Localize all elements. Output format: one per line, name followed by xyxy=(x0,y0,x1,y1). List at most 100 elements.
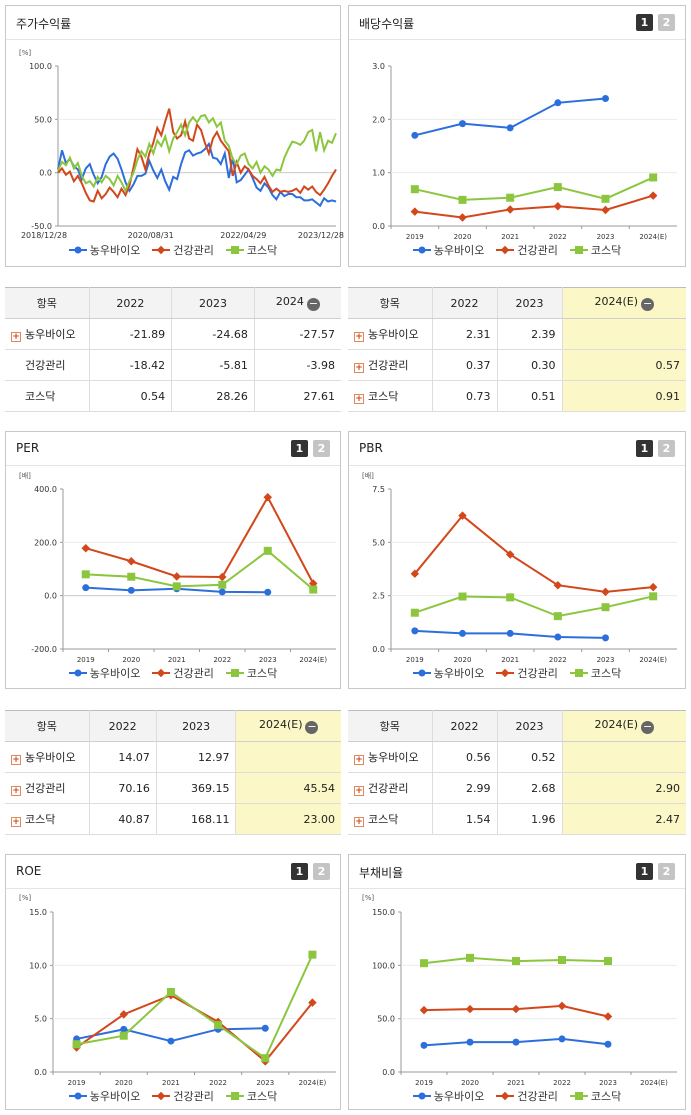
legend-marker xyxy=(74,246,82,254)
data-point xyxy=(308,950,317,959)
legend-label: 농우바이오 xyxy=(433,667,485,680)
tab-2-button[interactable]: 2 xyxy=(658,440,675,457)
data-point xyxy=(601,603,610,612)
data-point xyxy=(557,1001,567,1011)
divider xyxy=(349,888,685,889)
expand-row-icon[interactable]: + xyxy=(11,755,21,765)
unit-label: [%] xyxy=(19,49,32,57)
data-point xyxy=(512,957,520,966)
collapse-column-button[interactable]: − xyxy=(305,720,319,734)
tab-2-button[interactable]: 2 xyxy=(658,863,675,880)
header-cell: 2023 xyxy=(171,287,255,319)
tab-1-button[interactable]: 1 xyxy=(636,863,653,880)
table-cell: 23.00 xyxy=(235,803,341,835)
data-point xyxy=(601,194,610,203)
row-label: + 코스닥 xyxy=(348,380,433,412)
expand-row-icon[interactable]: + xyxy=(11,332,21,342)
chart-legend: 농우바이오 건강관리 코스닥 xyxy=(349,665,685,681)
legend-swatch xyxy=(412,246,431,254)
expand-row-icon[interactable]: + xyxy=(354,755,364,765)
chart-legend: 농우바이오 건강관리 코스닥 xyxy=(6,1088,340,1104)
data-point xyxy=(308,998,317,1007)
x-tick-label: 2023 xyxy=(256,1079,274,1087)
legend-marker xyxy=(230,1092,239,1100)
x-tick-label: 2019 xyxy=(77,656,95,664)
dividend-title: 배당수익률 xyxy=(359,17,415,31)
tab-1-button[interactable]: 1 xyxy=(291,440,308,457)
expand-row-icon[interactable]: + xyxy=(11,786,21,796)
table-row: + 농우바이오 -21.89 -24.68 -27.57 xyxy=(5,318,341,350)
collapse-column-button[interactable]: − xyxy=(306,297,320,311)
data-point xyxy=(604,957,612,966)
data-point xyxy=(603,1012,613,1021)
expand-row-icon[interactable]: + xyxy=(354,786,364,796)
row-label: 건강관리 xyxy=(5,349,90,381)
expand-row-icon[interactable]: + xyxy=(354,363,364,373)
y-tick-label: 200.0 xyxy=(34,538,57,547)
header-cell: 2023 xyxy=(156,710,237,742)
series-line-2 xyxy=(414,514,654,593)
expand-row-icon[interactable]: + xyxy=(354,817,364,827)
y-tick-label: 7.5 xyxy=(372,485,385,494)
data-point xyxy=(411,627,419,635)
data-point xyxy=(172,572,181,581)
table-row: + 건강관리 0.37 0.30 0.57 xyxy=(348,349,686,381)
header-cell: 2024− xyxy=(254,287,341,319)
data-point xyxy=(127,557,136,566)
table-cell: -21.89 xyxy=(89,318,173,350)
y-tick-label: 100.0 xyxy=(372,961,395,970)
y-tick-label: 5.0 xyxy=(34,1015,47,1024)
table-row: + 코스닥 1.54 1.96 2.47 xyxy=(348,803,686,835)
tab-2-button[interactable]: 2 xyxy=(658,14,675,31)
legend-item: 건강관리 xyxy=(152,1088,214,1104)
expand-row-icon[interactable]: + xyxy=(354,332,364,342)
x-tick-label: 2019 xyxy=(68,1079,86,1087)
x-tick-label: 2019 xyxy=(415,1079,433,1087)
tab-1-button[interactable]: 1 xyxy=(636,14,653,31)
legend-swatch xyxy=(68,246,87,254)
data-point xyxy=(459,120,466,128)
legend-marker xyxy=(74,1092,82,1100)
data-point xyxy=(127,572,136,581)
data-point xyxy=(166,988,175,996)
data-point xyxy=(82,584,90,592)
header-cell: 2024(E) − xyxy=(562,287,686,319)
per-table: 항목 2022 2023 2024(E) − + 농우바이오 14.07 12.97 + 건강관리 7… xyxy=(5,710,341,835)
legend-label: 코스닥 xyxy=(246,667,278,680)
header-cell: 2022 xyxy=(432,710,498,742)
expand-row-icon[interactable]: + xyxy=(11,817,21,827)
expand-row-icon[interactable]: + xyxy=(354,394,364,404)
table-cell: 2.31 xyxy=(432,318,498,350)
x-tick-label: 2022/04/29 xyxy=(220,231,266,240)
x-tick-label: 2022 xyxy=(549,656,567,664)
row-label: 코스닥 xyxy=(5,380,90,412)
dividend-table: 항목 2022 2023 2024(E) − + 농우바이오 2.31 2.39 + 건강관리 0.3… xyxy=(348,287,686,412)
data-point xyxy=(172,582,181,591)
data-point xyxy=(512,1038,520,1046)
data-point xyxy=(410,608,419,617)
legend-label: 건강관리 xyxy=(173,667,214,680)
chart-legend: 농우바이오 건강관리 코스닥 xyxy=(349,1088,685,1104)
legend-swatch xyxy=(496,668,515,678)
table-row: + 농우바이오 0.56 0.52 xyxy=(348,741,686,773)
tab-2-button[interactable]: 2 xyxy=(313,863,330,880)
table-cell: 2.99 xyxy=(432,772,498,804)
dividend-chart: 3.0 2.0 1.0 0.0 2019 2020 2021 2022 2023 2024(E) xyxy=(372,62,677,241)
tab-2-button[interactable]: 2 xyxy=(313,440,330,457)
legend-marker xyxy=(501,668,510,678)
series-line-3 xyxy=(76,954,314,1060)
collapse-column-button[interactable]: − xyxy=(641,720,655,734)
tab-1-button[interactable]: 1 xyxy=(291,863,308,880)
row-label: + 건강관리 xyxy=(348,772,433,804)
data-point xyxy=(602,634,609,642)
header-cell: 항목 xyxy=(348,710,433,742)
collapse-column-button[interactable]: − xyxy=(641,297,655,311)
y-tick-label: 0.0 xyxy=(44,592,57,601)
tab-1-button[interactable]: 1 xyxy=(636,440,653,457)
legend-item: 농우바이오 xyxy=(68,242,140,258)
x-tick-label: 2023/12/28 xyxy=(298,231,344,240)
data-point xyxy=(410,569,420,578)
debt-ratio-chart: 150.0 100.0 50.0 0.0 2019 2020 2021 2022 2023 202… xyxy=(372,908,677,1087)
x-tick-label: 2021 xyxy=(168,656,186,664)
